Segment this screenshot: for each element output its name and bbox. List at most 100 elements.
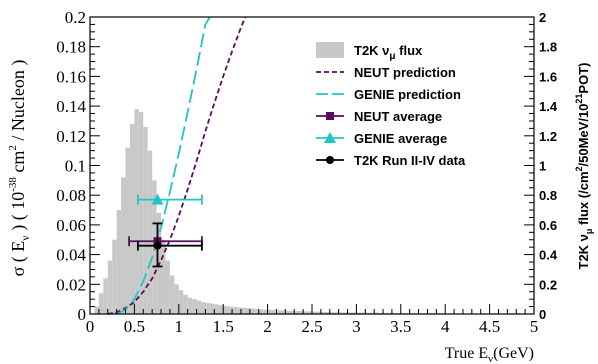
y2-tick-label: 0.6 [539, 218, 557, 233]
flux-bin [116, 210, 122, 314]
y2-tick-label: 0.2 [539, 277, 557, 292]
flux-bin [174, 284, 179, 314]
x-tick-label: 1 [175, 317, 184, 336]
x-tick-label: 1.5 [213, 317, 234, 336]
y-axis-title: σ ( Eν ) ( 10-38 cm2 / Nucleon ) [7, 60, 32, 277]
y2-tick-label: 1.2 [539, 129, 557, 144]
flux-bin [356, 312, 379, 314]
x-tick-label: 0 [86, 317, 95, 336]
y-tick-label: 0.06 [56, 216, 86, 235]
y-tick-label: 0.16 [56, 67, 86, 86]
x-tick-label: 3 [352, 317, 361, 336]
flux-bin [183, 294, 188, 314]
genie-prediction-line [116, 16, 211, 315]
flux-bin [161, 239, 166, 314]
flux-bin [227, 306, 233, 314]
flux-bin [192, 299, 197, 314]
flux-bin [347, 312, 357, 314]
legend-square-marker [326, 112, 334, 120]
y-tick-label: 0.14 [56, 97, 86, 116]
flux-bin [254, 308, 259, 314]
flux-bin [112, 239, 117, 314]
legend-label-t2k-run-ii-iv-data: T2K Run II-IV data [354, 153, 466, 168]
y-tick-label: 0.12 [56, 127, 86, 146]
prediction-curves [107, 16, 247, 315]
axes: 0 0.5 1 1.5 2 2.5 3 3.5 4 4.5 500.020.040.060.080.… [56, 8, 558, 336]
flux-bin [103, 278, 108, 314]
flux-bin [214, 304, 219, 314]
flux-bin [320, 311, 330, 314]
x-tick-label: 3.5 [390, 317, 411, 336]
x-axis-title: True Eν(GeV) [445, 345, 534, 364]
flux-bin [98, 293, 104, 314]
flux-bin [338, 312, 348, 314]
y2-tick-label: 0 [539, 307, 546, 322]
flux-bin [121, 177, 126, 314]
flux-bin [218, 305, 224, 314]
t2k-run-ii-iv-data-marker [153, 241, 162, 250]
y-tick-label: 0.04 [56, 246, 86, 265]
x-tick-label: 4.5 [479, 317, 500, 336]
right-axis-title: T2K νμ flux (/cm2/50MeV/1021POT) [574, 63, 594, 270]
y-tick-label: 0.02 [56, 275, 86, 294]
x-tick-label: 2.5 [301, 317, 322, 336]
legend-label-neut-average: NEUT average [354, 109, 442, 124]
legend-label-t2k: T2K νμ flux [354, 43, 423, 62]
y-tick-label: 0 [78, 305, 87, 324]
flux-bin [258, 309, 264, 314]
flux-bin [138, 112, 144, 314]
neut-prediction-line [107, 16, 247, 315]
flux-bin [209, 303, 215, 314]
y-tick-label: 0.18 [56, 38, 86, 57]
flux-bin [223, 305, 228, 314]
flux-bin [240, 307, 246, 314]
y2-tick-label: 2 [539, 10, 546, 25]
x-tick-label: 4 [441, 317, 450, 336]
y2-tick-label: 1.4 [539, 99, 558, 114]
flux-bin [245, 308, 250, 314]
flux-bin [143, 126, 148, 314]
x-tick-label: 2 [263, 317, 272, 336]
genie-average-marker [151, 193, 164, 205]
legend-circle-marker [326, 156, 334, 164]
legend-label-genie-prediction: GENIE prediction [354, 87, 461, 102]
flux-bin [165, 260, 170, 314]
flux-bin [147, 150, 153, 314]
y2-tick-label: 1 [539, 159, 546, 174]
flux-bin [205, 302, 210, 314]
y-tick-label: 0.08 [56, 186, 86, 205]
y2-tick-label: 0.8 [539, 188, 557, 203]
flux-bin [201, 302, 206, 314]
flux-bin [236, 307, 241, 314]
flux-bin [125, 147, 130, 314]
y-tick-label: 0.2 [65, 8, 86, 27]
y2-tick-label: 1.8 [539, 40, 557, 55]
flux-bin [294, 311, 304, 314]
flux-bin [285, 310, 295, 314]
flux-bin [249, 308, 255, 314]
flux-bin [129, 123, 135, 314]
flux-bin [134, 109, 139, 314]
flux-bin [178, 290, 184, 314]
y2-tick-label: 1.6 [539, 69, 557, 84]
y2-tick-label: 0.4 [539, 248, 558, 263]
legend-triangle-marker [324, 132, 336, 143]
flux-bin [94, 306, 99, 314]
flux-bin [196, 300, 201, 314]
x-tick-label: 5 [530, 317, 539, 336]
flux-bin [267, 309, 277, 314]
flux-bin [187, 297, 193, 314]
legend: T2K νμ flux NEUT prediction GENIE predicti… [316, 42, 466, 168]
flux-bin [169, 275, 175, 314]
x-tick-label: 0.5 [124, 317, 145, 336]
flux-bin [303, 311, 312, 314]
flux-bin [232, 306, 237, 314]
flux-bin [276, 310, 286, 314]
flux-bin [312, 311, 321, 314]
flux-bin [107, 260, 113, 314]
flux-bin [329, 312, 339, 314]
legend-label-genie-average: GENIE average [354, 131, 447, 146]
legend-flux-swatch [316, 42, 344, 58]
flux-bin [263, 309, 268, 314]
